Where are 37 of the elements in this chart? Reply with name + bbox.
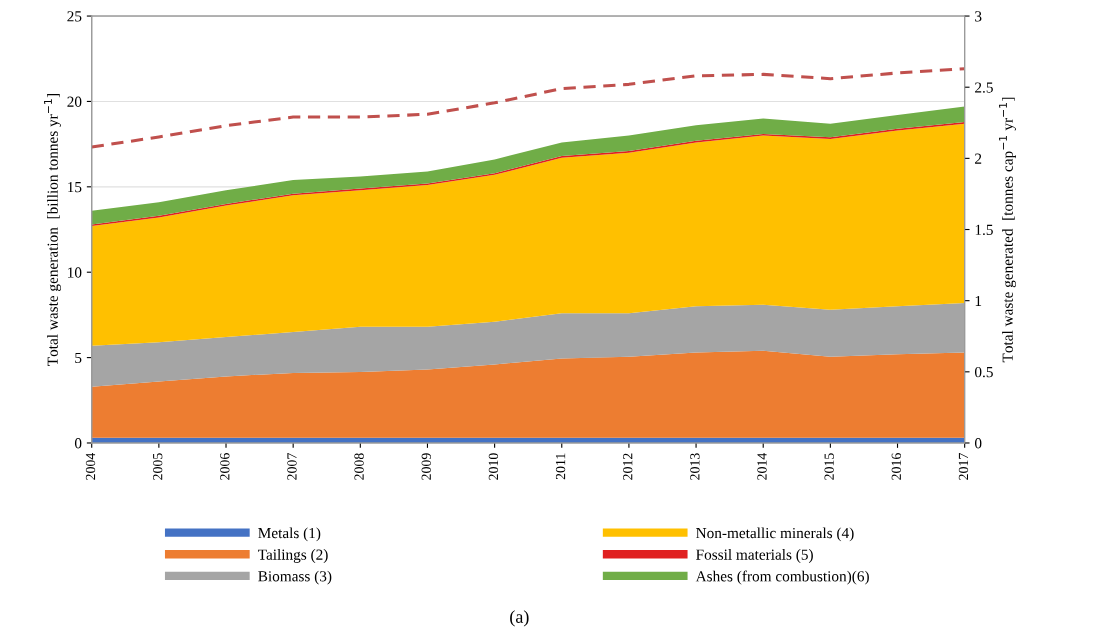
x-tick-label: 2009	[421, 453, 431, 480]
legend-label: Non-metallic minerals (4)	[696, 527, 854, 542]
legend-label: Biomass (3)	[258, 570, 332, 585]
legend-label: Ashes (from combustion)(6)	[695, 570, 869, 585]
x-tick-label: 2012	[623, 453, 633, 480]
y-tick-label: 25	[67, 11, 82, 22]
line-series	[91, 67, 965, 149]
x-tick-label: 2005	[152, 453, 163, 480]
y2-tick-label: 3	[975, 11, 982, 22]
x-tick-label: 2014	[757, 452, 767, 480]
legend-label: Fossil materials (5)	[696, 549, 813, 563]
x-tick-label: 2017	[958, 453, 969, 480]
y2-tick-label: 2	[975, 153, 982, 164]
x-tick-label: 2007	[287, 453, 297, 480]
x-tick-label: 2013	[690, 453, 700, 480]
x-tick-label: 2006	[220, 453, 230, 480]
y2-tick-label: 0.5	[974, 366, 993, 378]
y2-tick-label: 0	[974, 438, 982, 449]
y2-tick-label: 1	[975, 295, 982, 306]
y-axis-title: Total waste generation [billion tonnes yr$^{−1}$]	[44, 93, 61, 366]
x-tick-label: 2008	[354, 453, 364, 480]
legend-label: Tailings (2)	[258, 549, 328, 563]
y-tick-label: 15	[68, 182, 82, 193]
x-tick-label: 2015	[824, 453, 834, 480]
y-tick-label: 0	[74, 438, 82, 449]
y2-tick-label: 2.5	[975, 82, 993, 93]
x-tick-label: 2011	[555, 453, 566, 480]
x-tick-label: 2004	[85, 452, 96, 480]
x-tick-label: 2016	[891, 453, 901, 480]
y2-axis-title: Total waste generated [tonnes cap$^{−1}$ yr$^{−1}$]	[999, 97, 1016, 363]
text: (a)	[510, 610, 529, 627]
y-tick-label: 5	[75, 352, 82, 364]
y-tick-label: 20	[67, 96, 82, 107]
x-tick-label: 2010	[488, 453, 499, 480]
y-tick-label: 10	[68, 267, 82, 278]
legend-label: Metals (1)	[258, 527, 321, 542]
y2-tick-label: 1.5	[975, 224, 993, 236]
